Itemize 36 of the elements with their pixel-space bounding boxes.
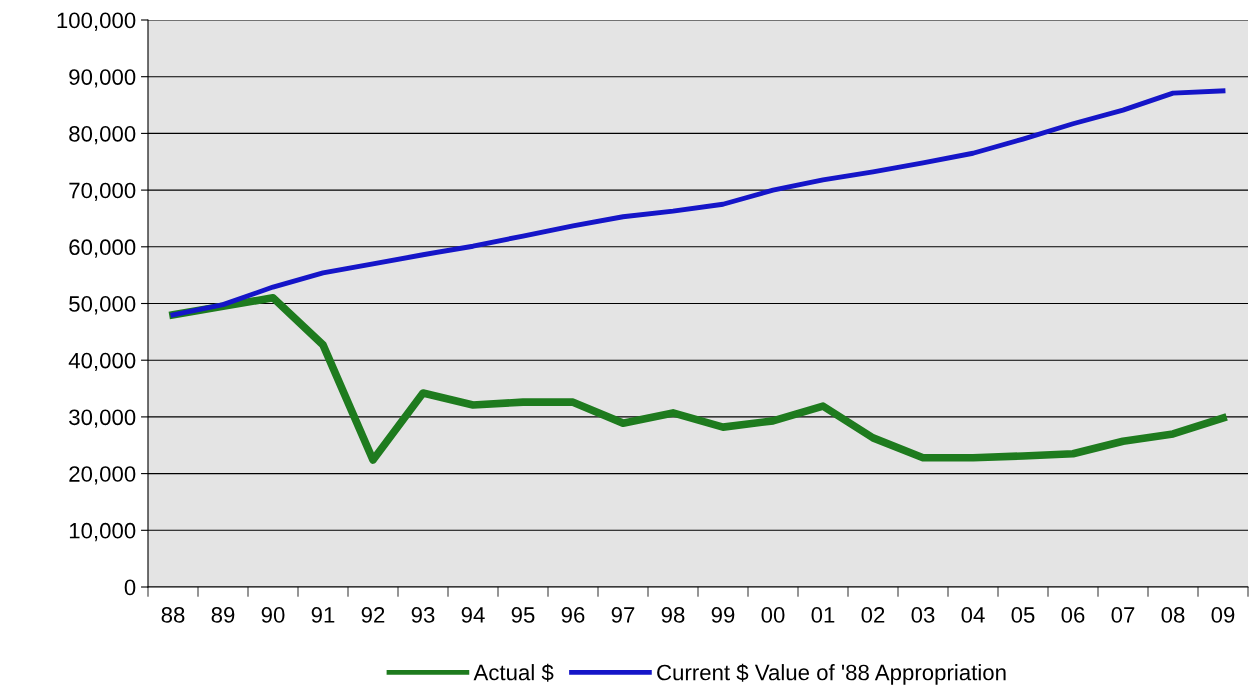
- y-tick-label: 40,000: [68, 352, 136, 372]
- y-tick-label: 30,000: [69, 409, 136, 428]
- y-tick-label: 100,000: [57, 12, 136, 31]
- x-tick-label: 90: [261, 607, 285, 623]
- x-tick-label: 00: [761, 607, 785, 623]
- y-tick-label: 20,000: [69, 466, 136, 485]
- x-tick-label: 06: [1061, 607, 1085, 623]
- y-tick-label: 50,000: [69, 296, 136, 315]
- x-tick-label: 01: [811, 607, 835, 623]
- x-tick-label: 03: [911, 607, 935, 623]
- x-tick-label: 94: [461, 607, 485, 623]
- y-tick-label: 60,000: [69, 239, 136, 258]
- y-tick-label: 10,000: [69, 522, 136, 542]
- y-tick-label: 70,000: [69, 182, 136, 201]
- x-tick-label: 04: [961, 607, 985, 623]
- x-tick-label: 07: [1111, 607, 1135, 623]
- x-tick-label: 97: [611, 607, 635, 623]
- x-tick-label: 05: [1011, 607, 1035, 623]
- legend-label: Current $ Value of '88 Appropriation: [657, 663, 1006, 685]
- x-tick-label: 93: [411, 607, 435, 623]
- x-tick-label: 91: [311, 607, 335, 623]
- x-tick-label: 95: [511, 607, 535, 623]
- x-tick-label: 02: [861, 607, 885, 623]
- x-tick-label: 08: [1161, 607, 1185, 623]
- y-tick-label: 0: [124, 579, 136, 596]
- x-tick-label: 89: [211, 607, 235, 623]
- y-tick-label: 80,000: [69, 125, 136, 145]
- x-tick-label: 96: [561, 607, 585, 623]
- x-tick-label: 88: [161, 607, 185, 623]
- y-tick-label: 90,000: [69, 69, 136, 88]
- x-tick-label: 92: [361, 607, 385, 623]
- legend-label: Actual $: [473, 663, 554, 682]
- x-tick-label: 98: [661, 607, 685, 623]
- x-tick-label: 99: [711, 607, 735, 623]
- x-tick-label: 09: [1211, 607, 1235, 623]
- line-series: [170, 88, 1226, 318]
